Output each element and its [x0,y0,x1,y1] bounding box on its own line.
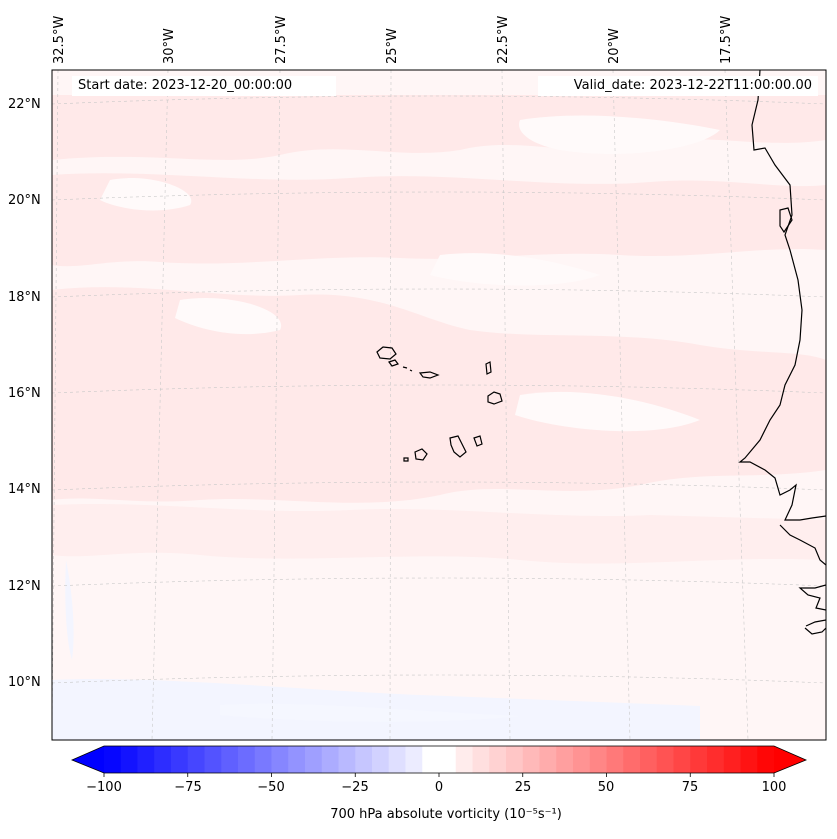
colorbar-tick-label: −25 [341,780,369,795]
vorticity-band-lower [52,503,826,564]
lat-label-16n: 16°N [8,386,41,401]
island-sao-nicolau [418,371,440,379]
african-coastline [738,70,826,521]
lat-label-22n: 22°N [8,97,41,112]
colorbar-tick-label: −100 [86,780,122,795]
island-sal [485,361,492,375]
island-maio [473,435,483,447]
colorbar-segment [254,746,272,773]
low-vorticity-patch [515,391,700,432]
low-vorticity-patch [175,298,282,335]
map-frame [51,69,827,741]
colorbar-segment [606,746,624,773]
colorbar-segment [422,746,440,773]
colorbar-segment [305,746,323,773]
colorbar-segment [472,746,490,773]
colorbar-extend-min [72,746,104,773]
colorbar-segment [439,746,457,773]
colorbar-tick-label: 25 [514,780,532,795]
colorbar-segment [757,746,775,773]
african-coastline [779,207,793,234]
colorbar-segment [355,746,373,773]
gridlines [52,70,826,740]
colorbar-tick-label: −50 [257,780,285,795]
lat-label-18n: 18°N [8,290,41,305]
colorbar-segment [707,746,725,773]
colorbar-segment [573,746,591,773]
start-date-label: Start date: 2023-12-20_00:00:00 [72,76,336,96]
colorbar-segment [154,746,172,773]
colorbar-segment [489,746,507,773]
colorbar-segment [640,746,658,773]
colorbar-segment [221,746,239,773]
colorbar-segment [372,746,390,773]
low-vorticity-patch [519,115,720,154]
colorbar-segment [539,746,557,773]
colorbar-label: 700 hPa absolute vorticity (10⁻⁵s⁻¹) [330,807,562,822]
colorbar-tick-label: −75 [174,780,202,795]
colorbar-segment [556,746,574,773]
colorbar-tick-label: 100 [761,780,787,795]
colorbar-segment [104,746,122,773]
colorbar-segment [455,746,473,773]
colorbar-segment [506,746,524,773]
low-vorticity-patch [100,178,192,211]
vorticity-band-upper [52,173,826,267]
island-brava [403,457,409,462]
negative-vorticity-patch [220,703,520,722]
african-coastline [804,619,826,635]
african-coastline [779,524,826,566]
colorbar-segment [321,746,339,773]
colorbar-tick-label: 0 [434,780,444,795]
colorbar-segment [187,746,205,773]
colorbar-segment [623,746,641,773]
colorbar-segment [723,746,741,773]
island-sao-vicente [388,359,399,367]
valid-date-label: Valid_date: 2023-12-22T11:00:00.00 [538,76,818,96]
colorbar-segment [338,746,356,773]
low-vorticity-patch [430,253,600,286]
colorbar-segment [522,746,540,773]
island-boa-vista [487,391,503,405]
colorbar-tick-label: 75 [681,780,699,795]
island-santo-antao [376,346,397,360]
colorbar-tick-label: 50 [597,780,615,795]
colorbar-segment [171,746,189,773]
island-santiago [449,435,467,458]
colorbar-segment [204,746,222,773]
lat-label-10n: 10°N [8,675,41,690]
colorbar-segment [405,746,423,773]
colorbar-segment [656,746,674,773]
colorbar-segment [388,746,406,773]
african-coastline [798,584,826,611]
colorbar-extend-max [774,746,806,773]
colorbar-segment [288,746,306,773]
vorticity-band-middle [52,287,826,503]
lat-label-14n: 14°N [8,482,41,497]
island-santa-luzia [402,366,413,372]
colorbar-segment [740,746,758,773]
colorbar [70,745,808,777]
colorbar-segment [673,746,691,773]
negative-vorticity-patch [65,560,74,660]
lat-label-12n: 12°N [8,579,41,594]
colorbar-segment [690,746,708,773]
lat-label-20n: 20°N [8,193,41,208]
colorbar-segment [271,746,289,773]
colorbar-segment [589,746,607,773]
colorbar-segment [137,746,155,773]
island-fogo [414,448,428,461]
colorbar-segment [238,746,256,773]
cape-verde-islands [376,346,503,462]
colorbar-segment [120,746,138,773]
